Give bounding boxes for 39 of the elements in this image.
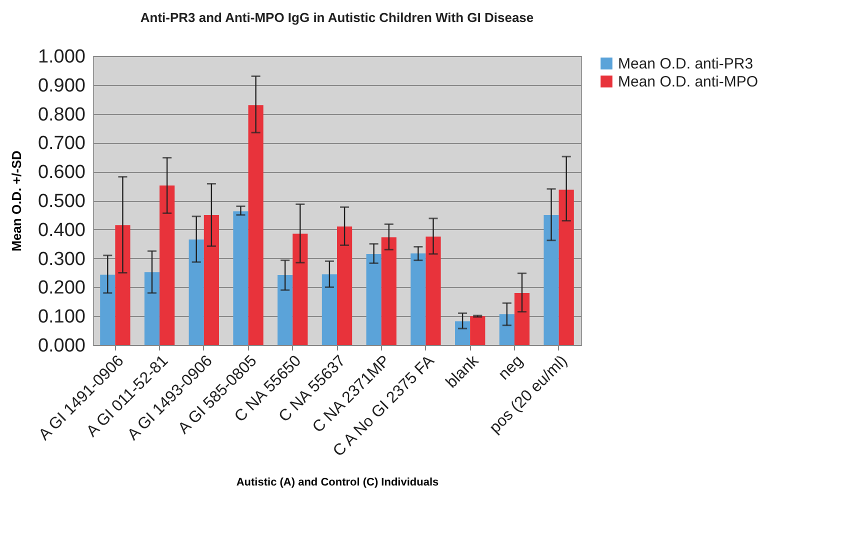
bar xyxy=(381,237,396,345)
bar xyxy=(499,314,514,345)
y-tick-label: 0.400 xyxy=(38,220,86,241)
bar xyxy=(188,240,204,345)
bar xyxy=(278,275,293,345)
bar xyxy=(292,234,308,345)
bar xyxy=(337,226,352,345)
bar xyxy=(410,253,426,345)
bar xyxy=(100,274,116,345)
y-tick-label: 0.500 xyxy=(38,191,86,212)
y-tick-label: 0.800 xyxy=(38,104,86,126)
y-tick-label: 0.600 xyxy=(38,162,86,184)
bar xyxy=(322,274,337,345)
legend-label: Mean O.D. anti-MPO xyxy=(618,74,758,90)
y-tick-label: 0.900 xyxy=(38,75,86,96)
bar xyxy=(558,190,574,345)
bar xyxy=(115,225,130,345)
bar xyxy=(233,211,248,345)
x-tick-label: neg xyxy=(496,352,526,384)
bar xyxy=(514,292,530,345)
y-tick-label: 0.000 xyxy=(38,336,86,356)
bar xyxy=(366,254,382,345)
y-tick-label: 0.700 xyxy=(38,133,86,154)
bar xyxy=(426,236,441,345)
bar xyxy=(144,272,160,345)
bar xyxy=(160,185,175,345)
chart-title: Anti-PR3 and Anti-MPO IgG in Autistic Children With GI Disease xyxy=(140,10,534,25)
x-axis-title: Autistic (A) and Control (C) Individuals xyxy=(236,476,439,489)
legend-label: Mean O.D. anti-PR3 xyxy=(618,56,754,72)
bar xyxy=(204,214,219,345)
bar xyxy=(470,316,486,345)
y-tick-label: 0.100 xyxy=(38,306,86,328)
y-tick-label: 1.000 xyxy=(38,46,86,68)
bar xyxy=(544,214,559,345)
y-axis-title: Mean O.D. +/-SD xyxy=(8,150,24,252)
bar xyxy=(455,321,470,345)
bar xyxy=(248,105,264,345)
y-tick-label: 0.200 xyxy=(38,278,86,299)
y-tick-label: 0.300 xyxy=(38,248,86,270)
